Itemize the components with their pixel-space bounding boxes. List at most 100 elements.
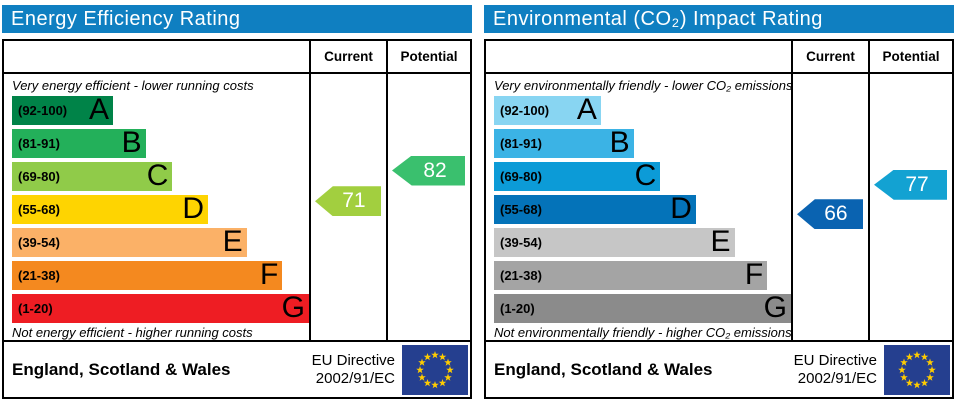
eu-directive-label: EU Directive 2002/91/EC bbox=[794, 352, 877, 388]
band-row: (21-38) F bbox=[12, 258, 309, 294]
band-range-label: (69-80) bbox=[18, 169, 60, 184]
region-label: England, Scotland & Wales bbox=[12, 359, 231, 379]
environmental-band-d: (55-68) D bbox=[494, 192, 696, 225]
environmental-band-a: (92-100) A bbox=[494, 93, 601, 126]
band-range-label: (69-80) bbox=[500, 169, 542, 184]
energy-current-rating-value: 71 bbox=[342, 189, 366, 213]
band-range-label: (81-91) bbox=[500, 136, 542, 151]
band-range-label: (55-68) bbox=[500, 202, 542, 217]
environmental-potential-rating-value: 77 bbox=[905, 172, 929, 196]
panel-energy-efficiency: Energy Efficiency Rating Current Potenti… bbox=[2, 5, 472, 399]
energy-potential-rating-value: 82 bbox=[423, 158, 447, 182]
band-letter: D bbox=[670, 192, 692, 225]
band-letter: A bbox=[88, 93, 109, 126]
environmental-current-rating-arrow: 66 bbox=[797, 199, 863, 230]
band-letter: F bbox=[259, 258, 279, 291]
band-range-label: (55-68) bbox=[18, 202, 60, 217]
environmental-band-c: (69-80) C bbox=[494, 159, 661, 192]
band-range-label: (39-54) bbox=[500, 235, 542, 250]
energy-current-rating-arrow: 71 bbox=[315, 186, 381, 217]
band-letter: F bbox=[744, 258, 764, 291]
band-row: (55-68) D bbox=[12, 192, 309, 228]
energy-band-f: (21-38) F bbox=[12, 258, 283, 291]
environmental-scale-area: Very environmentally friendly - lower CO… bbox=[486, 74, 952, 340]
environmental-band-e: (39-54) E bbox=[494, 225, 735, 258]
band-row: (69-80) C bbox=[494, 159, 791, 195]
band-range-label: (92-100) bbox=[500, 103, 550, 118]
band-letter: A bbox=[576, 93, 597, 126]
band-row: (39-54) E bbox=[494, 225, 791, 261]
band-row: (92-100) A bbox=[494, 93, 791, 129]
band-row: (81-91) B bbox=[494, 126, 791, 162]
band-row: (69-80) C bbox=[12, 159, 309, 195]
energy-bottom-note: Not energy efficient - higher running co… bbox=[12, 325, 253, 340]
band-letter: C bbox=[146, 159, 169, 192]
energy-band-e: (39-54) E bbox=[12, 225, 247, 258]
corner-cell bbox=[4, 41, 309, 72]
band-range-label: (1-20) bbox=[18, 301, 53, 316]
energy-potential-column: 82 bbox=[386, 74, 470, 340]
band-letter: G bbox=[281, 291, 305, 324]
environmental-bottom-note: Not environmentally friendly - higher CO… bbox=[494, 325, 791, 340]
energy-bands-column: Very energy efficient - lower running co… bbox=[4, 74, 309, 340]
energy-potential-rating-arrow: 82 bbox=[392, 155, 465, 186]
band-letter: E bbox=[222, 225, 243, 258]
band-range-label: (39-54) bbox=[18, 235, 60, 250]
band-row: (39-54) E bbox=[12, 225, 309, 261]
eu-flag bbox=[884, 344, 950, 395]
band-letter: E bbox=[710, 225, 731, 258]
energy-band-d: (55-68) D bbox=[12, 192, 209, 225]
band-letter: D bbox=[182, 192, 205, 225]
band-row: (1-20) G bbox=[12, 291, 309, 327]
band-row: (92-100) A bbox=[12, 93, 309, 129]
band-letter: C bbox=[634, 159, 657, 192]
environmental-current-rating-value: 66 bbox=[824, 202, 848, 226]
band-range-label: (92-100) bbox=[18, 103, 68, 118]
corner-cell bbox=[486, 41, 791, 72]
environmental-bands-column: Very environmentally friendly - lower CO… bbox=[486, 74, 791, 340]
energy-table-header-row: Current Potential bbox=[4, 41, 470, 74]
energy-band-b: (81-91) B bbox=[12, 126, 146, 159]
band-letter: G bbox=[763, 291, 787, 324]
band-row: (1-20) G bbox=[494, 291, 791, 327]
eu-directive-line1: EU Directive bbox=[311, 351, 395, 369]
energy-scale-area: Very energy efficient - lower running co… bbox=[4, 74, 470, 340]
band-range-label: (21-38) bbox=[18, 268, 60, 283]
environmental-band-b: (81-91) B bbox=[494, 126, 634, 159]
panel-environmental-impact: Environmental (CO₂) Impact Rating Curren… bbox=[484, 5, 954, 399]
environmental-band-f: (21-38) F bbox=[494, 258, 768, 291]
column-header-current: Current bbox=[791, 41, 868, 72]
energy-footer: England, Scotland & Wales EU Directive 2… bbox=[4, 340, 470, 397]
eu-directive-line2: 2002/91/EC bbox=[315, 369, 395, 387]
environmental-potential-rating-arrow: 77 bbox=[874, 169, 947, 200]
environmental-band-g: (1-20) G bbox=[494, 291, 791, 324]
eu-directive-line2: 2002/91/EC bbox=[797, 369, 877, 387]
energy-current-column: 71 bbox=[309, 74, 386, 340]
energy-band-c: (69-80) C bbox=[12, 159, 173, 192]
band-range-label: (21-38) bbox=[500, 268, 542, 283]
eu-directive-line1: EU Directive bbox=[793, 351, 877, 369]
band-row: (21-38) F bbox=[494, 258, 791, 294]
energy-band-a: (92-100) A bbox=[12, 93, 113, 126]
energy-band-g: (1-20) G bbox=[12, 291, 309, 324]
energy-top-note: Very energy efficient - lower running co… bbox=[12, 78, 254, 93]
environmental-potential-column: 77 bbox=[868, 74, 952, 340]
environmental-rating-table: Current Potential Very environmentally f… bbox=[484, 39, 954, 399]
environmental-footer: England, Scotland & Wales EU Directive 2… bbox=[486, 340, 952, 397]
eu-directive-label: EU Directive 2002/91/EC bbox=[312, 352, 395, 388]
band-letter: B bbox=[121, 126, 142, 159]
region-label: England, Scotland & Wales bbox=[494, 359, 713, 379]
environmental-top-note: Very environmentally friendly - lower CO… bbox=[494, 78, 791, 93]
energy-panel-title: Energy Efficiency Rating bbox=[2, 5, 472, 33]
band-letter: B bbox=[609, 126, 630, 159]
band-row: (81-91) B bbox=[12, 126, 309, 162]
energy-rating-table: Current Potential Very energy efficient … bbox=[2, 39, 472, 399]
band-range-label: (1-20) bbox=[500, 301, 535, 316]
column-header-current: Current bbox=[309, 41, 386, 72]
environmental-current-column: 66 bbox=[791, 74, 868, 340]
band-range-label: (81-91) bbox=[18, 136, 60, 151]
column-header-potential: Potential bbox=[386, 41, 470, 72]
environmental-panel-title: Environmental (CO₂) Impact Rating bbox=[484, 5, 954, 33]
eu-flag bbox=[402, 344, 468, 395]
